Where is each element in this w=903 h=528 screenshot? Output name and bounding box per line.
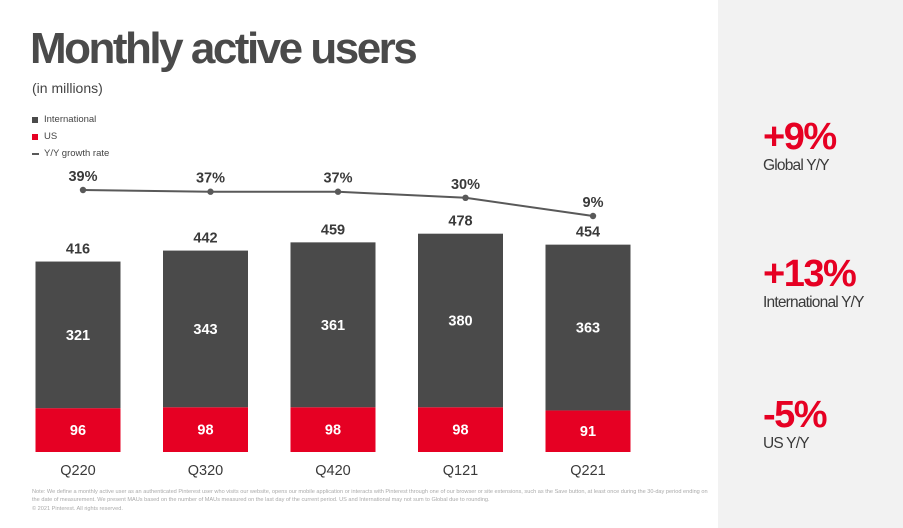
mau-chart: 96 321 416 Q220 98 343 442 Q320 98 361 459 Q420 98 38…	[35, 169, 631, 479]
kpi-us-value: -5%	[763, 394, 828, 436]
legend-label-international: International	[44, 114, 97, 125]
page-title: Monthly active users	[30, 24, 418, 73]
bar-label-us: 98	[452, 423, 468, 439]
kpi-panel: +9% Global Y/Y +13% International Y/Y -5…	[718, 0, 903, 528]
kpi-global-label: Global Y/Y	[763, 157, 830, 174]
kpi-us-label: US Y/Y	[763, 435, 810, 452]
bar-label-international: 321	[66, 328, 90, 344]
bar-label-us: 96	[70, 423, 86, 439]
legend-swatch-international	[32, 116, 38, 123]
bar-label-international: 380	[448, 313, 472, 329]
total-label: 478	[448, 214, 472, 230]
bar-international	[545, 244, 631, 411]
total-label: 459	[321, 222, 345, 238]
growth-point	[462, 194, 469, 201]
legend-item-us: US	[32, 128, 109, 145]
chart-subtitle: (in millions)	[32, 80, 103, 96]
footnote-text: Note: We define a monthly active user as…	[32, 489, 708, 504]
bar-international	[418, 233, 503, 408]
category-label: Q221	[570, 463, 605, 479]
growth-label: 30%	[451, 177, 480, 193]
category-label: Q420	[315, 463, 350, 479]
total-label: 442	[193, 231, 217, 247]
growth-point	[79, 186, 87, 194]
legend-item-international: International	[32, 111, 109, 128]
legend-swatch-us	[32, 133, 38, 140]
kpi-global: +9% Global Y/Y	[763, 116, 837, 175]
bar-us	[545, 410, 631, 452]
kpi-international-label: International Y/Y	[763, 294, 865, 311]
growth-label: 37%	[196, 171, 225, 187]
bar-international	[35, 261, 121, 409]
bar-us	[418, 407, 503, 452]
copyright: © 2021 Pinterest. All rights reserved.	[32, 505, 123, 512]
growth-point	[589, 212, 597, 220]
kpi-international: +13% International Y/Y	[763, 253, 865, 312]
legend-item-growth: Y/Y growth rate	[32, 145, 109, 162]
bar-us	[35, 408, 121, 452]
legend-swatch-growth	[32, 152, 39, 155]
kpi-us: -5% US Y/Y	[763, 394, 828, 453]
kpi-global-value: +9%	[763, 116, 837, 158]
bar-label-us: 98	[325, 423, 341, 439]
growth-label: 39%	[68, 169, 97, 185]
category-label: Q121	[443, 463, 478, 479]
total-label: 416	[66, 242, 90, 258]
growth-label: 37%	[323, 171, 352, 187]
bar-us	[290, 407, 376, 452]
bar-international	[290, 242, 376, 408]
footnote: Note: We define a monthly active user as…	[32, 488, 712, 513]
bar-label-international: 343	[193, 322, 217, 338]
category-label: Q320	[188, 463, 223, 479]
bar-label-us: 98	[197, 423, 213, 439]
bar-us	[163, 407, 248, 452]
bar-label-international: 361	[321, 318, 345, 334]
growth-point	[334, 188, 342, 195]
category-label: Q220	[60, 463, 95, 479]
legend-label-us: US	[44, 131, 58, 142]
chart-legend: International US Y/Y growth rate	[32, 111, 109, 162]
growth-label: 9%	[583, 195, 604, 211]
bar-label-us: 91	[580, 424, 596, 440]
growth-point	[207, 188, 214, 195]
total-label: 454	[576, 225, 600, 241]
legend-label-growth: Y/Y growth rate	[44, 148, 110, 159]
kpi-international-value: +13%	[763, 253, 857, 295]
bar-label-international: 363	[576, 321, 600, 337]
bar-international	[163, 250, 248, 408]
